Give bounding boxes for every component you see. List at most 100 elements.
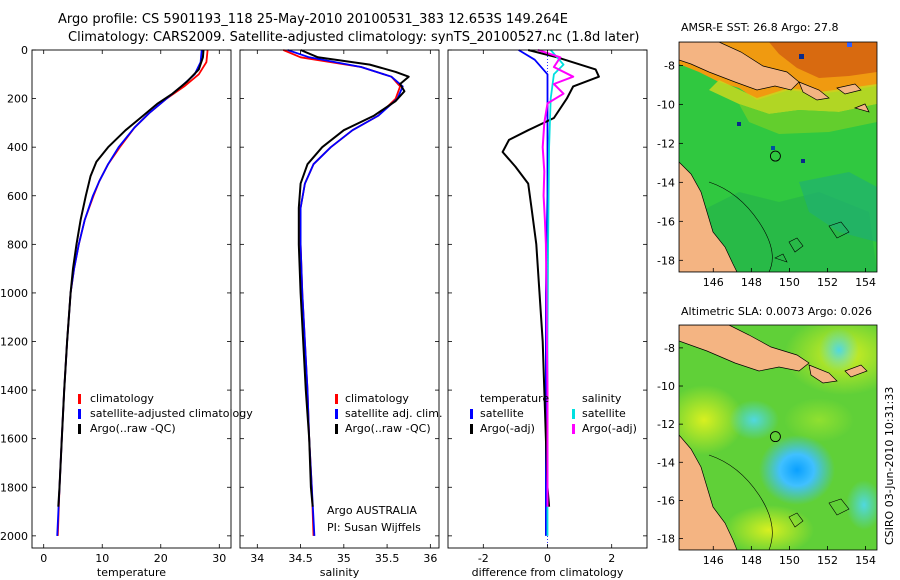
y-tick-label: 2000 <box>0 530 28 543</box>
map-y-tick-label: -18 <box>657 533 675 546</box>
map-y-tick-label: -14 <box>657 176 675 189</box>
sla-land-png <box>679 325 810 372</box>
float-owner: Argo AUSTRALIA <box>327 504 417 517</box>
sla-low-region <box>819 328 859 372</box>
x-tick-label: 35.5 <box>375 552 400 565</box>
x-tick-label: 30 <box>212 552 226 565</box>
series-line-temperature-satellite <box>518 49 549 536</box>
legend-title-temperature: temperature <box>480 392 549 405</box>
legend-swatch-climatology <box>335 394 338 404</box>
sst-argo-position-marker <box>769 150 781 162</box>
legend-swatch-climatology <box>78 394 81 404</box>
legend-label-argo: Argo(..raw -QC) <box>345 422 431 435</box>
legend-label-satellite: satellite-adjusted climatology <box>90 407 253 420</box>
legend-swatch-satellite <box>335 409 338 419</box>
legend-label-satellite: satellite adj. clim. <box>345 407 442 420</box>
sla-map: 146 148 150 152 154 -8 -10 -12 -14 -16 -18 <box>657 324 878 567</box>
sst-transition-band <box>709 80 877 114</box>
legend-swatch-argo <box>78 424 81 434</box>
map-x-tick-label: 154 <box>855 276 876 289</box>
x-tick-label: 20 <box>154 552 168 565</box>
y-tick-label: 0 <box>21 44 28 57</box>
legend-swatch-temp-argo <box>470 424 473 434</box>
map-x-tick-label: 150 <box>779 554 800 567</box>
legend-label-sal-argo: Argo(-adj) <box>582 422 637 435</box>
sst-land-australia <box>679 161 738 272</box>
map-y-tick-label: -12 <box>657 418 675 431</box>
series-line-satellite <box>56 49 203 536</box>
sst-island <box>853 103 870 113</box>
sst-cold-pixel <box>801 159 805 163</box>
sst-map-axes: 146 148 150 152 154 -8 -10 -12 -14 -16 -18 <box>657 59 876 289</box>
map-x-tick-label: 152 <box>817 276 838 289</box>
legend-swatch-satellite <box>78 409 81 419</box>
map-y-tick-label: -16 <box>657 215 675 228</box>
sla-island <box>844 364 868 378</box>
sla-reef <box>828 498 850 516</box>
map-x-tick-label: 148 <box>741 554 762 567</box>
map-y-tick-label: -14 <box>657 456 675 469</box>
legend-label-climatology: climatology <box>90 392 154 405</box>
sla-map-axes: 146 148 150 152 154 -8 -10 -12 -14 -16 -18 <box>657 342 876 567</box>
sla-cyclonic-eddy <box>759 435 835 505</box>
sst-map-title: AMSR-E SST: 26.8 Argo: 27.8 <box>681 21 839 34</box>
temperature-legend: climatology satellite-adjusted climatolo… <box>78 392 253 435</box>
plot-frame <box>239 49 440 549</box>
y-tick-label: 1400 <box>0 384 28 397</box>
series-line-argo <box>297 49 410 507</box>
x-tick-label: 0 <box>40 552 47 565</box>
sst-map-plot <box>679 42 877 272</box>
series-line-salinity-satellite <box>546 49 565 536</box>
series-line-climatology <box>56 49 209 536</box>
legend-swatch-sal-argo <box>572 424 575 434</box>
map-x-tick-label: 146 <box>703 276 724 289</box>
y-tick-label: 200 <box>7 93 28 106</box>
plot-frame <box>31 49 232 549</box>
header-line-2: Climatology: CARS2009. Satellite-adjuste… <box>68 30 640 45</box>
sla-map-plot <box>679 325 877 550</box>
temperature-panel: 0 10 20 30 0 200 400 600 800 1000 1200 1400 1600 1800… <box>0 44 232 579</box>
y-tick-label: 1600 <box>0 433 28 446</box>
sst-reef <box>828 221 850 239</box>
x-tick-label: -2 <box>478 552 489 565</box>
map-y-tick-label: -16 <box>657 494 675 507</box>
x-tick-label: 10 <box>95 552 109 565</box>
map-y-tick-label: -8 <box>664 342 675 355</box>
legend-label-temp-argo: Argo(-adj) <box>480 422 535 435</box>
sst-reef <box>774 253 788 263</box>
sst-map-frame <box>678 41 878 273</box>
sla-island <box>808 364 838 384</box>
x-tick-label: 36 <box>423 552 437 565</box>
difference-legend: temperature salinity satellite Argo(-adj… <box>470 392 637 435</box>
x-axis-label: difference from climatology <box>472 566 624 579</box>
sst-map: 146 148 150 152 154 -8 -10 -12 -14 -16 -18 <box>657 41 878 289</box>
legend-swatch-sal-satellite <box>572 409 575 419</box>
sst-cold-pixel <box>799 54 804 59</box>
series-line-salinity-argo <box>537 49 575 507</box>
sst-cold-pixel <box>737 122 741 126</box>
sla-low-region <box>729 400 779 440</box>
series-line-satellite <box>287 49 404 536</box>
map-x-tick-label: 148 <box>741 276 762 289</box>
sst-light-green-band <box>739 104 877 134</box>
sla-high-region <box>724 505 814 550</box>
series-line-temperature-argo <box>501 49 600 507</box>
y-tick-label: 800 <box>7 238 28 251</box>
sla-map-frame <box>678 324 878 551</box>
sla-high-region <box>679 385 744 455</box>
x-tick-label: 2 <box>608 552 615 565</box>
sst-island <box>798 81 830 101</box>
csiro-timestamp: CSIRO 03-Jun-2010 10:31:33 <box>883 387 896 545</box>
y-tick-label: 1000 <box>0 287 28 300</box>
x-axis-label: salinity <box>320 566 360 579</box>
sst-reef-outline <box>708 181 773 272</box>
x-tick-label: 35 <box>337 552 351 565</box>
map-x-tick-label: 150 <box>779 276 800 289</box>
sla-mid-region <box>784 398 854 442</box>
y-tick-label: 400 <box>7 141 28 154</box>
sla-reef <box>788 512 804 528</box>
map-y-tick-label: -18 <box>657 254 675 267</box>
